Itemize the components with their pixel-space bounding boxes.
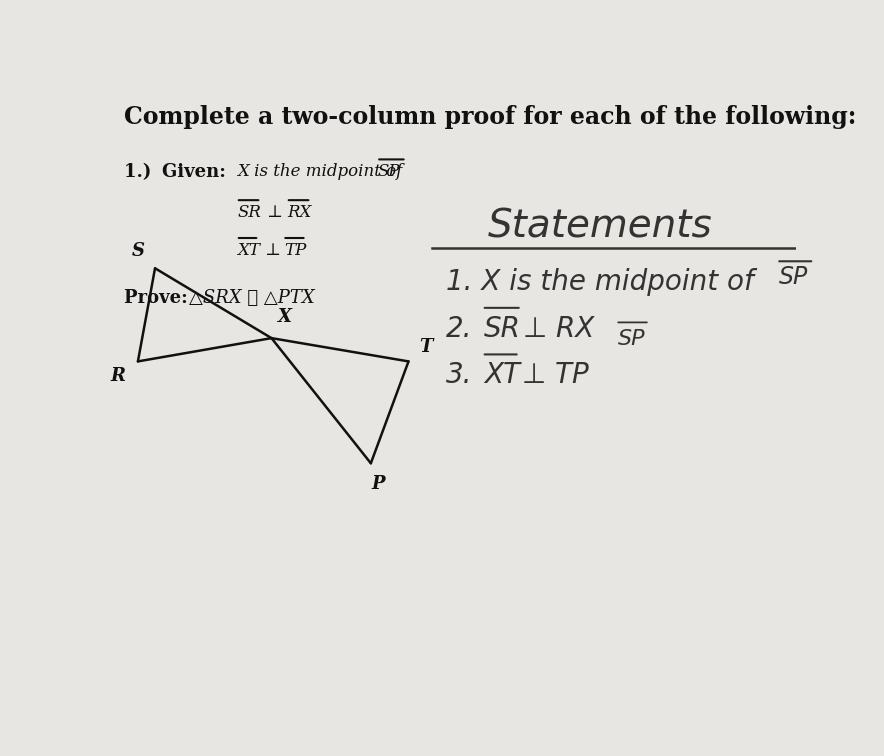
Text: P: P: [371, 475, 385, 493]
Text: XT: XT: [484, 361, 520, 389]
Text: Complete a two-column proof for each of the following:: Complete a two-column proof for each of …: [124, 105, 857, 129]
Text: ⊥: ⊥: [260, 242, 286, 259]
Text: 3.: 3.: [446, 361, 473, 389]
Text: SR: SR: [237, 204, 261, 222]
Text: SP: SP: [377, 163, 400, 181]
Text: SP: SP: [779, 265, 808, 290]
Text: 2.: 2.: [446, 314, 473, 342]
Text: ⊥ TP: ⊥ TP: [522, 361, 589, 389]
Text: △SRX ≅ △PTX: △SRX ≅ △PTX: [189, 289, 315, 307]
Text: R: R: [110, 367, 126, 386]
Text: ⊥: ⊥: [262, 204, 288, 222]
Text: TP: TP: [284, 242, 306, 259]
Text: Prove:: Prove:: [124, 289, 194, 307]
Text: X: X: [278, 308, 293, 327]
Text: XT: XT: [237, 242, 260, 259]
Text: S: S: [132, 241, 145, 259]
Text: Given:: Given:: [162, 163, 232, 181]
Text: SP: SP: [617, 330, 645, 349]
Text: X is the midpoint of: X is the midpoint of: [237, 163, 408, 181]
Text: T: T: [419, 338, 432, 355]
Text: SR: SR: [484, 314, 521, 342]
Text: 1.): 1.): [124, 163, 164, 181]
Text: Statements: Statements: [487, 207, 712, 245]
Text: 1. X is the midpoint of: 1. X is the midpoint of: [446, 268, 754, 296]
Text: ⊥ RX: ⊥ RX: [523, 314, 594, 342]
Text: RX: RX: [287, 204, 312, 222]
